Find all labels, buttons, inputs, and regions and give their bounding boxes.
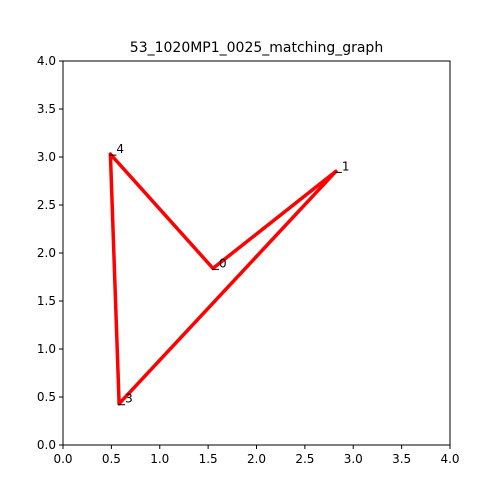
y-tick-label: 0.0 <box>37 438 56 452</box>
x-tick-label: 1.5 <box>199 452 218 466</box>
y-tick-label: 3.0 <box>37 150 56 164</box>
y-tick-label: 0.5 <box>37 390 56 404</box>
x-axis: 0.0 0.5 1.0 1.5 2.0 2.5 3.0 3.5 4.0 <box>53 445 460 466</box>
edge-1-3 <box>117 169 338 406</box>
chart-title: 53_1020MP1_0025_matching_graph <box>130 40 383 56</box>
y-axis: 0.0 0.5 1.0 1.5 2.0 2.5 3.0 3.5 4.0 <box>37 54 63 452</box>
x-tick-label: 2.5 <box>295 452 314 466</box>
x-tick-label: 3.5 <box>392 452 411 466</box>
y-tick-label: 3.5 <box>37 102 56 116</box>
plot-area: 0 1 3 4 <box>108 142 350 406</box>
edge-3-4 <box>108 152 121 406</box>
node-label-3: 3 <box>125 392 133 406</box>
node-label-1: 1 <box>342 159 350 173</box>
edge-0-1 <box>211 169 338 271</box>
y-tick-label: 2.0 <box>37 246 56 260</box>
x-tick-label: 0.0 <box>53 452 72 466</box>
y-tick-label: 1.0 <box>37 342 56 356</box>
node-label-0: 0 <box>219 256 227 270</box>
x-tick-label: 3.0 <box>344 452 363 466</box>
y-tick-label: 2.5 <box>37 198 56 212</box>
x-tick-label: 2.0 <box>247 452 266 466</box>
x-tick-label: 1.0 <box>150 452 169 466</box>
edge-4-0 <box>108 152 215 271</box>
axes-frame <box>62 60 451 446</box>
x-tick-label: 4.0 <box>440 452 459 466</box>
y-tick-label: 1.5 <box>37 294 56 308</box>
y-tick-label: 4.0 <box>37 54 56 68</box>
x-tick-label: 0.5 <box>102 452 121 466</box>
node-label-4: 4 <box>116 142 124 156</box>
